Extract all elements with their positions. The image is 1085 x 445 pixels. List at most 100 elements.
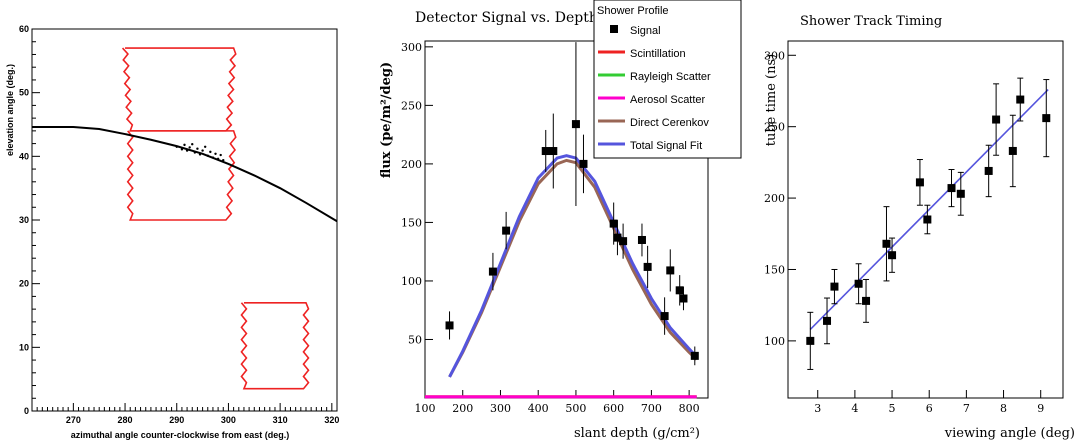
x-tick-label: 310 — [273, 415, 288, 425]
legend-label: Aerosol Scatter — [630, 94, 706, 106]
signal-point — [541, 147, 550, 156]
x-tick-label: 3 — [814, 402, 821, 415]
tube-hit — [203, 145, 207, 148]
x-tick-label: 100 — [415, 402, 436, 415]
y-tick-label: 200 — [764, 192, 785, 205]
signal-point — [679, 294, 688, 303]
signal-point — [502, 226, 511, 235]
y-axis-label: elevation angle (deg.) — [5, 64, 15, 156]
x-tick-label: 9 — [1037, 402, 1044, 415]
signal-point — [445, 321, 454, 330]
y-tick-label: 50 — [408, 333, 422, 346]
x-tick-label: 800 — [679, 402, 700, 415]
x-tick-label: 200 — [452, 402, 473, 415]
x-tick-label: 400 — [528, 402, 549, 415]
timing-point — [862, 296, 871, 305]
signal-point — [690, 351, 699, 360]
signal-point — [613, 233, 622, 242]
x-tick-label: 8 — [1000, 402, 1007, 415]
tube-hit — [201, 149, 204, 152]
timing-point — [923, 215, 932, 224]
x-axis-label: slant depth (g/cm²) — [574, 426, 700, 441]
series-direct-cerenkov — [448, 158, 698, 378]
x-tick-label: 4 — [851, 402, 858, 415]
x-tick-label: 7 — [963, 402, 970, 415]
timing-point — [956, 189, 965, 198]
legend-marker — [610, 25, 618, 33]
tube-hit — [188, 146, 191, 149]
signal-point — [571, 120, 580, 129]
x-tick-label: 270 — [66, 415, 81, 425]
legend-label: Signal — [630, 25, 661, 37]
x-tick-label: 290 — [169, 415, 184, 425]
timing-point — [882, 239, 891, 248]
timing-panel: Shower Track Timing 3 4 5 6 7 8 9 100 150 200 250 3… — [764, 14, 1075, 441]
chart-title: Shower Track Timing — [800, 14, 942, 29]
tube-hit — [191, 143, 194, 146]
x-axis-label: viewing angle (deg) — [944, 426, 1075, 441]
y-tick-label: 50 — [19, 88, 29, 98]
y-axis-label: flux (pe/m²/deg) — [379, 62, 394, 178]
series-total-signal-fit — [448, 154, 698, 378]
y-tick-label: 150 — [401, 216, 422, 229]
x-tick-label: 5 — [889, 402, 896, 415]
y-tick-label: 250 — [401, 99, 422, 112]
x-tick-label: 500 — [565, 402, 586, 415]
timing-point — [1016, 95, 1025, 104]
fit-line — [809, 88, 1049, 331]
tube-hit — [214, 152, 217, 155]
legend-label: Direct Cerenkov — [630, 117, 709, 129]
signal-point — [675, 286, 684, 295]
timing-point — [984, 166, 993, 175]
signal-point — [660, 312, 669, 321]
x-tick-label: 700 — [641, 402, 662, 415]
y-tick-label: 200 — [401, 158, 422, 171]
timing-frame — [787, 40, 1064, 399]
signal-point — [637, 235, 646, 244]
timing-point — [915, 178, 924, 187]
tube-hit — [219, 153, 222, 157]
y-tick-label: 0 — [24, 406, 29, 416]
y-tick-label: 10 — [19, 342, 29, 352]
timing-point — [1008, 146, 1017, 155]
y-tick-label: 60 — [19, 24, 29, 34]
y-tick-label: 30 — [19, 215, 29, 225]
legend-label: Rayleigh Scatter — [630, 71, 711, 83]
y-tick-label: 300 — [401, 41, 422, 54]
y-tick-label: 100 — [764, 335, 785, 348]
legend-box — [593, 0, 742, 159]
signal-point — [549, 147, 558, 156]
x-tick-label: 300 — [221, 415, 236, 425]
x-tick-label: 6 — [926, 402, 933, 415]
y-tick-label: 100 — [401, 275, 422, 288]
timing-point — [992, 115, 1001, 124]
timing-point — [830, 282, 839, 291]
timing-point — [1042, 114, 1051, 123]
mirror-outline — [240, 301, 310, 390]
legend-label: Total Signal Fit — [630, 140, 702, 152]
timing-point — [854, 279, 863, 288]
timing-point — [888, 251, 897, 260]
tube-hit — [196, 147, 199, 150]
signal-point — [619, 237, 628, 246]
sky-map-panel: 270 280 290 300 310 320 0 10 20 30 40 50 60 azimutha… — [5, 24, 339, 440]
y-tick-label: 300 — [764, 49, 785, 62]
x-axis-label: azimuthal angle counter-clockwise from e… — [71, 430, 290, 440]
chart-title: Detector Signal vs. Depth — [415, 10, 598, 26]
x-tick-label: 600 — [603, 402, 624, 415]
mirror-outline — [121, 47, 237, 132]
signal-point — [579, 159, 588, 168]
timing-point — [823, 316, 832, 325]
x-tick-label: 300 — [490, 402, 511, 415]
signal-point — [609, 219, 618, 228]
timing-point — [806, 336, 815, 345]
y-tick-label: 40 — [19, 151, 29, 161]
legend-title: Shower Profile — [597, 5, 669, 17]
y-tick-label: 250 — [764, 121, 785, 134]
y-tick-label: 150 — [764, 263, 785, 276]
track-curve — [32, 126, 338, 223]
legend-label: Scintillation — [630, 48, 686, 60]
y-tick-label: 20 — [19, 279, 29, 289]
x-tick-label: 320 — [324, 415, 339, 425]
signal-point — [488, 267, 497, 276]
